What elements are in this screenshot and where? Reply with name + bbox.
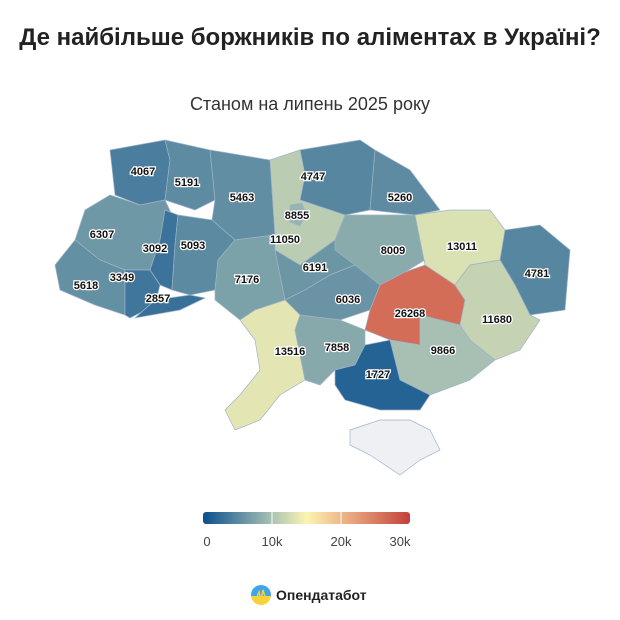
region-value-label: 2857 <box>146 293 170 305</box>
region-value-label: 5618 <box>74 280 98 292</box>
region-value-label: 11680 <box>482 314 512 326</box>
region-value-label: 8855 <box>285 210 309 222</box>
region-value-label: 4781 <box>525 268 549 280</box>
region-value-label: 26268 <box>395 308 426 320</box>
region-crimea[interactable] <box>349 419 441 476</box>
region-value-label: 3092 <box>143 243 167 255</box>
region-value-label: 8009 <box>381 245 405 257</box>
opendatabot-logo-icon <box>251 585 271 605</box>
chart-subtitle: Станом на липень 2025 року <box>189 94 431 114</box>
region-kyiv-city[interactable] <box>289 202 307 227</box>
brand-logo: Опендатабот <box>250 584 367 606</box>
region-odesa[interactable] <box>224 299 306 431</box>
region-value-label: 11050 <box>270 234 300 246</box>
region-value-label: 9866 <box>431 345 455 357</box>
chart-title: Де найбільше боржників по аліментах в Ук… <box>19 24 601 51</box>
region-value-label: 1727 <box>366 369 390 381</box>
region-value-label: 4747 <box>301 171 325 183</box>
region-sumy[interactable] <box>369 149 441 216</box>
region-value-label: 4067 <box>131 166 155 178</box>
legend-tick: 0 <box>203 534 211 549</box>
region-value-label: 3349 <box>110 272 134 284</box>
region-rivne[interactable] <box>164 139 216 211</box>
region-value-label: 5260 <box>388 192 412 204</box>
region-value-label: 5093 <box>181 240 205 252</box>
region-value-label: 6307 <box>90 229 114 241</box>
legend-tick: 30k <box>389 534 411 549</box>
region-value-label: 7176 <box>235 274 259 286</box>
region-value-label: 6191 <box>303 262 327 274</box>
region-value-label: 7858 <box>325 342 349 354</box>
region-value-label: 6036 <box>336 294 360 306</box>
region-value-label: 13011 <box>447 241 477 253</box>
region-kherson[interactable] <box>334 339 431 411</box>
brand-name: Опендатабот <box>276 587 367 603</box>
region-value-label: 13516 <box>275 346 306 358</box>
region-donetsk[interactable] <box>454 259 541 361</box>
legend-tick: 20k <box>330 534 352 549</box>
region-value-label: 5463 <box>230 192 254 204</box>
legend-tick: 10k <box>261 534 283 549</box>
region-chernivtsi[interactable] <box>133 294 207 319</box>
region-value-label: 5191 <box>175 177 199 189</box>
